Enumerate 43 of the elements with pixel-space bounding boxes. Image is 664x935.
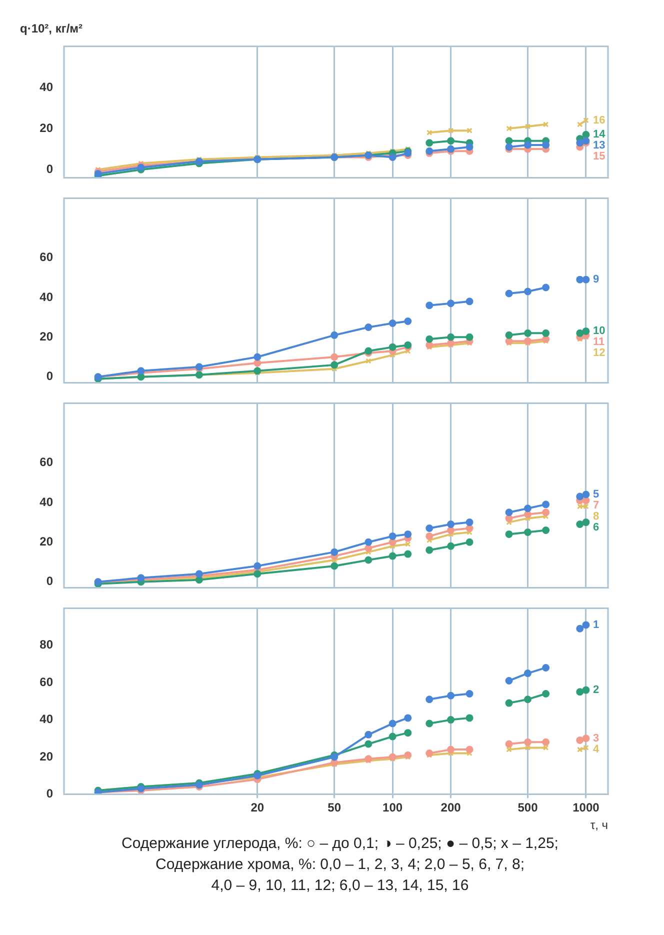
series-label: 9 xyxy=(592,274,600,286)
x-tick-label: 1000 xyxy=(572,800,600,815)
series-label: 7 xyxy=(592,500,600,512)
y-tick-label: 60 xyxy=(40,674,54,689)
series-label: 2 xyxy=(592,684,600,696)
series-label: 13 xyxy=(592,140,606,152)
y-tick-label: 40 xyxy=(40,290,54,304)
y-tick-label: 0 xyxy=(46,162,54,176)
series-label: 5 xyxy=(592,488,600,501)
y-tick-label: 80 xyxy=(40,638,54,652)
x-tick-label: 100 xyxy=(382,800,403,815)
series-label: 12 xyxy=(592,347,606,360)
series-label: 10 xyxy=(592,325,606,338)
x-tick-label: 200 xyxy=(440,800,462,815)
y-tick-label: 0 xyxy=(46,786,54,801)
y-tick-label: 20 xyxy=(40,120,54,135)
x-axis-title: τ, ч xyxy=(590,818,608,832)
y-tick-label: 20 xyxy=(40,329,54,344)
y-tick-label: 0 xyxy=(46,369,54,384)
text: 4,0 – 9, 10, 11, 12; 6,0 – 13, 14, 15, 16 xyxy=(210,876,470,896)
x-tick-label: 500 xyxy=(518,800,538,815)
x-tick-label: 20 xyxy=(250,800,264,815)
x-tick-label: 50 xyxy=(328,800,342,815)
y-tick-label: 60 xyxy=(40,455,54,470)
series-label: 14 xyxy=(592,128,606,141)
series-label: 1 xyxy=(592,618,600,631)
y-tick-label: 40 xyxy=(40,712,54,726)
series-label: 4 xyxy=(592,743,600,756)
series-label: 15 xyxy=(592,150,606,163)
series-label: 16 xyxy=(592,114,606,126)
y-tick-label: 40 xyxy=(40,80,54,94)
y-tick-label: 20 xyxy=(40,534,54,548)
y-tick-label: 20 xyxy=(40,749,54,764)
y-tick-label: 0 xyxy=(46,574,54,588)
series-label: 8 xyxy=(592,510,600,523)
y-tick-label: 60 xyxy=(40,250,54,264)
series-label: 11 xyxy=(592,336,605,348)
series-label: 6 xyxy=(592,522,600,534)
series-label: 3 xyxy=(592,732,600,744)
text: Содержание углерода, %: ○ – до 0,1; ◑ – 0,25; ● – 0,5; x – 1,25; xyxy=(120,834,560,854)
y-tick-label: 40 xyxy=(40,494,54,509)
y-axis-title: q·10², кг/м² xyxy=(20,22,83,36)
text: Содержание хрома, %: 0,0 – 1, 2, 3, 4; 2,0 – 5, 6, 7, 8; xyxy=(154,855,526,875)
